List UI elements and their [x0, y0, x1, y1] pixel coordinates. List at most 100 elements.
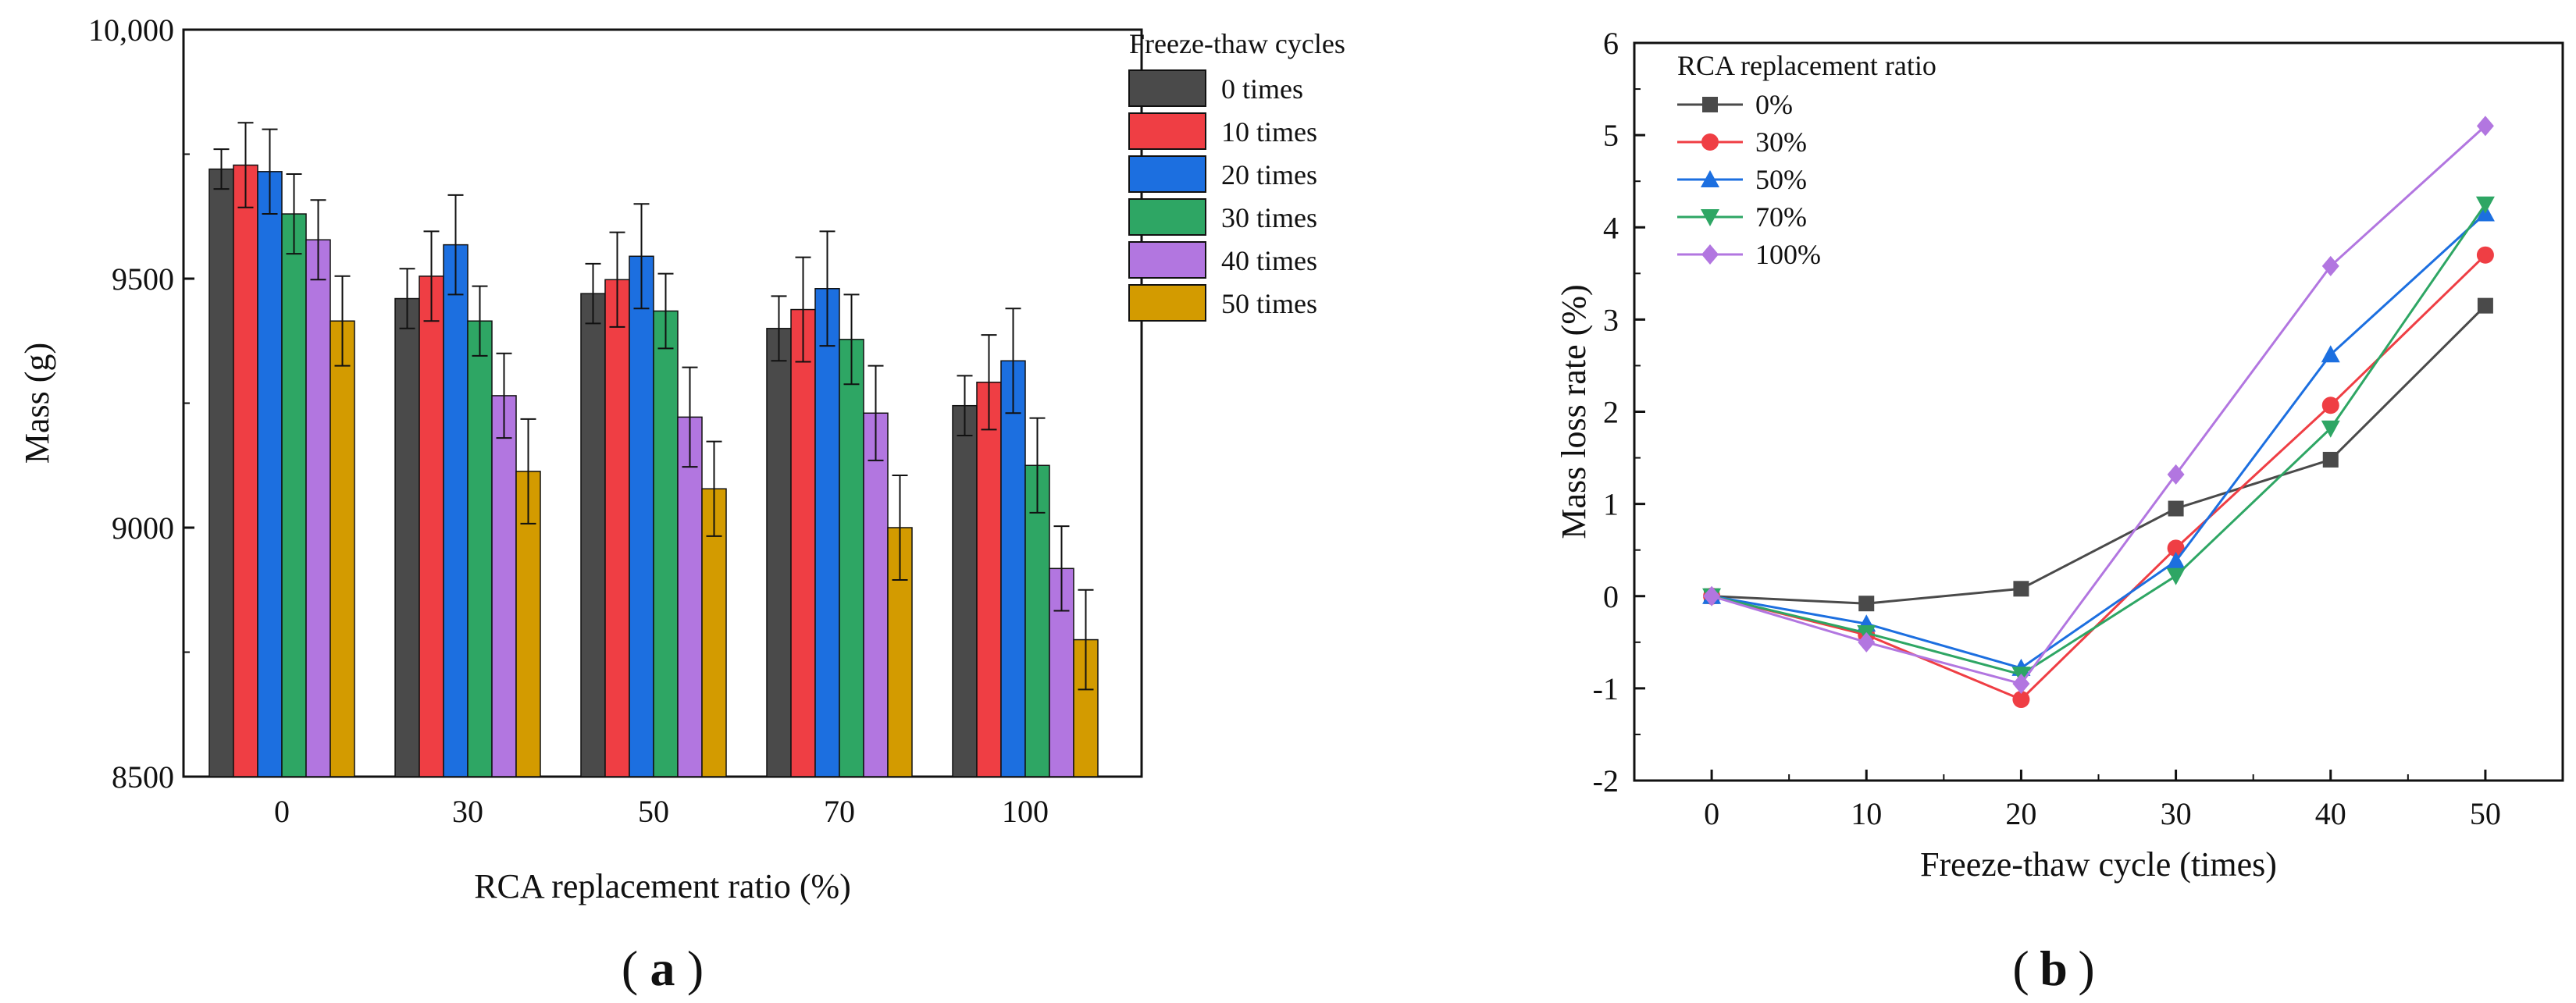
- legend-label: 10 times: [1221, 116, 1317, 148]
- chart-a-mass: 8500 9000 9500 10,000 0 30 50 70 100 RCA replacem…: [18, 12, 1345, 996]
- legend-label: 70%: [1755, 201, 1807, 233]
- legend-marker: [1701, 209, 1719, 226]
- x-tick-label: 0: [274, 794, 290, 829]
- legend-marker: [1701, 244, 1719, 265]
- legend-swatch: [1128, 112, 1206, 150]
- bar: [814, 288, 840, 777]
- series-line: [1711, 212, 2486, 670]
- legend-label: 50%: [1755, 164, 1807, 195]
- legend-label: 100%: [1755, 239, 1821, 270]
- y-tick-label: 9000: [112, 510, 174, 546]
- x-tick-label: 10: [1851, 796, 1882, 831]
- legend-label: 30 times: [1221, 202, 1317, 233]
- x-tick-label: 100: [1002, 794, 1049, 829]
- legend-swatch: [1128, 284, 1206, 322]
- chart-b-mass-loss-rate: -2 -1 0 1 2 3 4 5 6 0 10 20 30 40 50 RCA replacement ra…: [1555, 26, 2564, 996]
- panel-label-paren: (: [622, 941, 638, 996]
- panel-label-paren: ): [2078, 941, 2094, 996]
- legend-title: RCA replacement ratio: [1677, 50, 1936, 81]
- bar: [257, 171, 283, 777]
- bar: [766, 328, 792, 777]
- data-point: [2321, 255, 2339, 276]
- data-point: [2475, 196, 2495, 214]
- data-point: [2012, 673, 2030, 694]
- bar: [653, 310, 679, 777]
- bar: [629, 255, 654, 777]
- data-point: [2322, 451, 2339, 468]
- legend-label: 50 times: [1221, 288, 1317, 319]
- y-tick-label: 4: [1603, 210, 1619, 245]
- bar: [305, 239, 331, 777]
- data-point: [1703, 585, 1721, 606]
- y-tick-label: 10,000: [88, 12, 174, 48]
- x-axis-label: RCA replacement ratio (%): [474, 867, 851, 905]
- legend-label: 40 times: [1221, 245, 1317, 276]
- bar: [281, 213, 307, 777]
- y-axis-label: Mass loss rate (%): [1555, 284, 1593, 539]
- legend-marker: [1701, 170, 1719, 187]
- bar: [491, 395, 517, 777]
- legend-label: 20 times: [1221, 159, 1317, 190]
- bar: [839, 339, 864, 777]
- bar: [604, 279, 630, 777]
- y-tick-label: 5: [1603, 118, 1619, 153]
- data-point: [2321, 397, 2339, 414]
- data-point: [2476, 116, 2494, 137]
- data-point: [2166, 567, 2186, 585]
- y-tick-label: -2: [1593, 763, 1619, 798]
- data-point: [2012, 691, 2030, 709]
- y-tick-label: 3: [1603, 302, 1619, 337]
- x-tick-label: 50: [638, 794, 669, 829]
- data-point: [2167, 464, 2185, 485]
- legend-swatch: [1128, 198, 1206, 236]
- bar: [467, 320, 493, 777]
- data-point: [2013, 581, 2029, 597]
- bar: [677, 416, 703, 777]
- legend-label: 0 times: [1221, 73, 1303, 105]
- panel-label-paren: ): [687, 941, 704, 996]
- bar: [580, 293, 606, 777]
- data-point: [1858, 631, 1876, 653]
- legend-marker: [1702, 97, 1718, 112]
- panel-label: b: [2040, 941, 2068, 996]
- x-tick-label: 50: [2470, 796, 2501, 831]
- y-tick-label: 1: [1603, 487, 1619, 522]
- y-tick-label: 2: [1603, 395, 1619, 430]
- data-point: [2166, 551, 2186, 569]
- series-line: [1711, 254, 2486, 701]
- x-axis-label: Freeze-thaw cycle (times): [1920, 845, 2277, 884]
- bar: [330, 320, 355, 777]
- legend-title: Freeze-thaw cycles: [1129, 28, 1345, 59]
- data-point: [2168, 500, 2184, 517]
- y-tick-label: 0: [1603, 579, 1619, 614]
- data-point: [2167, 539, 2185, 557]
- x-tick-label: 0: [1704, 796, 1719, 831]
- x-tick-label: 20: [2005, 796, 2036, 831]
- y-tick-label: 9500: [112, 261, 174, 297]
- y-axis-label: Mass (g): [18, 343, 56, 464]
- legend-label: 0%: [1755, 89, 1793, 120]
- bar: [863, 412, 889, 777]
- series-line: [1711, 203, 2487, 676]
- series-line: [1712, 304, 2486, 605]
- bar: [952, 404, 978, 777]
- bar: [233, 164, 258, 777]
- x-tick-label: 30: [452, 794, 483, 829]
- bar: [443, 244, 469, 777]
- data-point: [2321, 345, 2340, 363]
- y-tick-label: 6: [1603, 26, 1619, 61]
- data-point: [1858, 596, 1875, 612]
- panel-label-paren: (: [2012, 941, 2029, 996]
- bar: [208, 168, 234, 777]
- bar: [419, 276, 444, 777]
- x-tick-label: 30: [2161, 796, 2192, 831]
- legend-swatch: [1128, 69, 1206, 107]
- bar: [1000, 360, 1026, 777]
- x-tick-label: 40: [2315, 796, 2346, 831]
- data-point: [2321, 420, 2340, 438]
- legend-marker: [1701, 133, 1719, 151]
- legend-swatch: [1128, 241, 1206, 279]
- data-point: [2476, 246, 2494, 264]
- panel-label: a: [650, 941, 675, 996]
